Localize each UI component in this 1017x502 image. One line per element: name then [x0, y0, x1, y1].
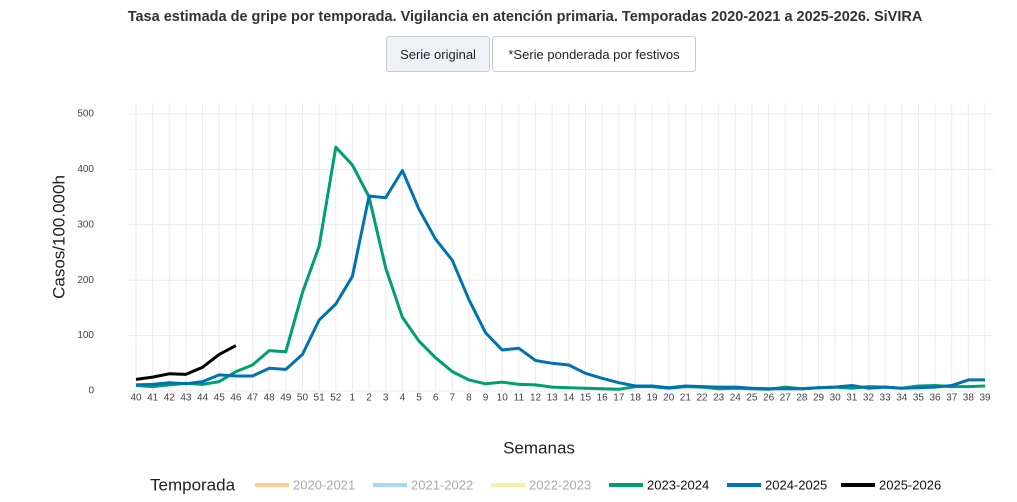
legend-label[interactable]: 2023-2024 [647, 477, 709, 492]
x-tick-label: 30 [830, 393, 842, 404]
x-tick-label: 22 [696, 393, 708, 404]
y-axis-label: Casos/100.000h [49, 175, 68, 299]
y-tick-label: 100 [77, 330, 94, 341]
x-tick-label: 46 [230, 393, 242, 404]
x-tick-label: 23 [713, 393, 725, 404]
x-tick-label: 29 [813, 393, 825, 404]
chart-title: Tasa estimada de gripe por temporada. Vi… [128, 9, 923, 25]
y-tick-label: 400 [77, 164, 94, 175]
x-tick-label: 14 [563, 393, 575, 404]
legend-label[interactable]: 2025-2026 [879, 477, 941, 492]
legend-title: Temporada [150, 475, 236, 494]
x-tick-label: 52 [330, 393, 342, 404]
x-tick-label: 32 [863, 393, 875, 404]
x-tick-label: 31 [846, 393, 858, 404]
x-tick-label: 51 [314, 393, 326, 404]
legend-label[interactable]: 2021-2022 [411, 477, 473, 492]
x-tick-label: 20 [663, 393, 675, 404]
x-tick-label: 19 [646, 393, 658, 404]
x-tick-label: 34 [896, 393, 908, 404]
legend-label[interactable]: 2024-2025 [765, 477, 827, 492]
y-tick-label: 200 [77, 275, 94, 286]
series-line [135, 145, 986, 391]
y-tick-label: 500 [77, 109, 94, 120]
x-tick-label: 42 [164, 393, 176, 404]
x-tick-label: 45 [214, 393, 226, 404]
x-tick-label: 27 [780, 393, 792, 404]
x-axis-label: Semanas [503, 438, 575, 457]
series-line [135, 169, 985, 391]
x-tick-label: 3 [383, 393, 389, 404]
x-tick-label: 17 [613, 393, 625, 404]
x-tick-label: 43 [180, 393, 192, 404]
series-line [135, 344, 237, 381]
x-tick-label: 36 [929, 393, 941, 404]
x-tick-label: 7 [450, 393, 456, 404]
button[interactable]: *Serie ponderada por festivos [492, 36, 696, 72]
x-tick-label: 18 [630, 393, 642, 404]
x-tick-label: 9 [483, 393, 489, 404]
x-tick-label: 47 [247, 393, 259, 404]
x-tick-label: 15 [580, 393, 592, 404]
x-tick-label: 16 [597, 393, 609, 404]
x-tick-label: 41 [147, 393, 159, 404]
x-tick-label: 26 [763, 393, 775, 404]
x-tick-label: 38 [963, 393, 975, 404]
x-tick-label: 49 [280, 393, 292, 404]
x-tick-label: 39 [979, 393, 991, 404]
x-tick-label: 21 [680, 393, 692, 404]
legend-label[interactable]: 2020-2021 [293, 477, 355, 492]
legend-label[interactable]: 2022-2023 [529, 477, 591, 492]
x-tick-label: 6 [433, 393, 439, 404]
button[interactable]: Serie original [386, 36, 490, 72]
x-tick-label: 35 [913, 393, 925, 404]
x-tick-label: 44 [197, 393, 209, 404]
y-tick-label: 0 [88, 386, 94, 397]
x-tick-label: 37 [946, 393, 958, 404]
x-tick-label: 1 [350, 393, 356, 404]
x-tick-label: 28 [796, 393, 808, 404]
x-tick-label: 50 [297, 393, 309, 404]
x-tick-label: 10 [497, 393, 509, 404]
x-tick-label: 24 [730, 393, 742, 404]
x-tick-label: 8 [466, 393, 472, 404]
x-tick-label: 13 [547, 393, 559, 404]
x-tick-label: 33 [880, 393, 892, 404]
x-tick-label: 40 [130, 393, 142, 404]
x-tick-label: 5 [416, 393, 422, 404]
y-tick-label: 300 [77, 219, 94, 230]
x-tick-label: 25 [746, 393, 758, 404]
x-tick-label: 12 [530, 393, 542, 404]
x-tick-label: 4 [400, 393, 406, 404]
x-tick-label: 11 [514, 393, 525, 404]
x-tick-label: 2 [366, 393, 372, 404]
x-tick-label: 48 [264, 393, 276, 404]
